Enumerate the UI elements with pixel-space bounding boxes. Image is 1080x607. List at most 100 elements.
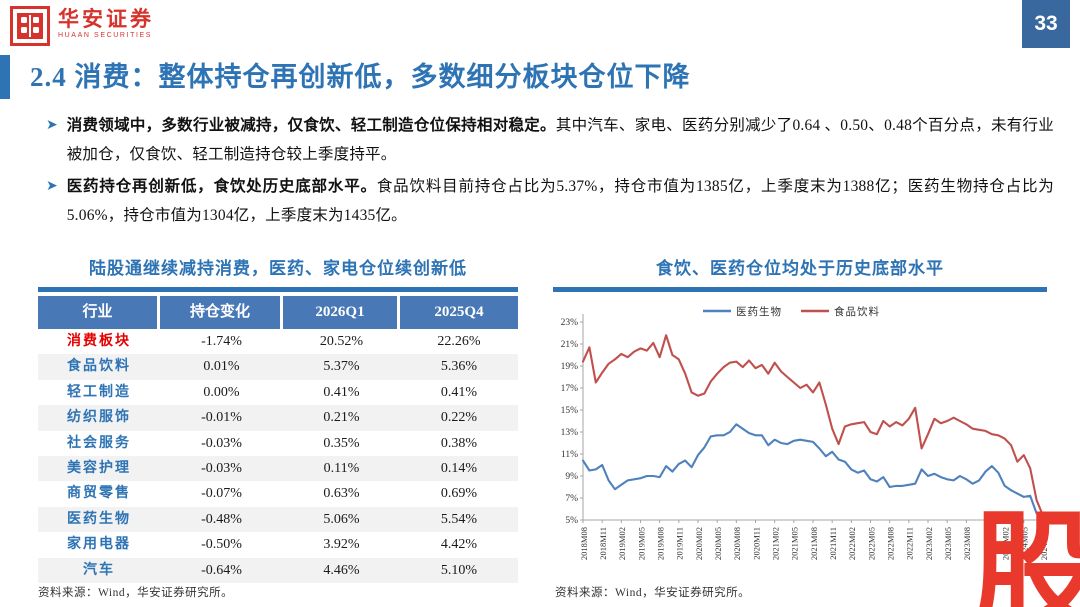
table-cell-value: 5.37%	[323, 359, 360, 375]
section-title: 2.4 消费：整体持仓再创新低，多数细分板块仓位下降	[30, 62, 691, 92]
x-tick-label: 2020M02	[694, 527, 704, 560]
table-row: 纺织服饰 -0.01% 0.21% 0.22%	[38, 405, 518, 431]
bullet-text: 医药持仓再创新低，食饮处历史底部水平。食品饮料目前持仓占比为5.37%，持仓市值…	[66, 178, 1054, 224]
table-cell-value: 0.01%	[203, 359, 240, 375]
table-cell-value: 0.41%	[323, 384, 360, 400]
chart-panel-title: 食饮、医药仓位均处于历史底部水平	[656, 259, 944, 278]
table-row: 社会服务 -0.03% 0.35% 0.38%	[38, 431, 518, 456]
table-cell-value: 0.22%	[440, 410, 478, 426]
page-number-badge: 33	[1022, 0, 1070, 48]
table-cell-industry: 食品饮料	[67, 359, 131, 375]
x-tick-label: 2023M05	[943, 527, 953, 560]
table-cell-value: 0.38%	[440, 435, 478, 451]
table-cell-value: 0.11%	[323, 460, 360, 476]
table-cell-value: 0.35%	[323, 435, 360, 451]
y-tick-label: 11%	[561, 450, 578, 460]
table-row: 家用电器 -0.50% 3.92% 4.42%	[38, 532, 518, 557]
bullet-item: ➤ 消费领域中，多数行业被减持，仅食饮、轻工制造仓位保持相对稳定。其中汽车、家电…	[46, 112, 1054, 169]
x-tick-label: 2021M11	[828, 527, 838, 560]
table-row: 食品饮料 0.01% 5.37% 5.36%	[38, 354, 518, 380]
bullet-arrow-icon: ➤	[46, 179, 58, 194]
x-tick-label: 2018M11	[598, 527, 608, 560]
x-tick-label: 2019M08	[655, 527, 665, 560]
table-header-row: 行业 持仓变化 2026Q1 2025Q4	[38, 296, 518, 329]
y-tick-label: 7%	[565, 494, 578, 504]
table-row: 商贸零售 -0.07% 0.63% 0.69%	[38, 481, 518, 506]
table-header-cell: 行业	[38, 296, 160, 329]
table-cell-value: 5.10%	[440, 562, 478, 578]
legend-label: 食品饮料	[834, 305, 880, 318]
x-tick-label: 2021M02	[770, 527, 780, 560]
table-cell-industry: 消费板块	[67, 334, 131, 349]
table-row: 汽车 -0.64% 4.46% 5.10%	[38, 557, 518, 583]
x-tick-label: 2019M02	[617, 527, 627, 560]
table-panel-title: 陆股通继续减持消费，医药、家电仓位续创新低	[89, 259, 467, 278]
table-cell-value: 3.92%	[323, 537, 360, 553]
legend-label: 医药生物	[736, 305, 782, 318]
x-tick-label: 2020M11	[751, 527, 761, 560]
y-tick-label: 5%	[565, 516, 578, 526]
table-cell-value: -0.48%	[201, 511, 242, 527]
table-cell-industry: 纺织服饰	[67, 410, 131, 426]
table-cell-value: -0.03%	[201, 460, 242, 476]
company-logo: 华安证券 HUAAN SECURITIES	[10, 6, 154, 46]
bullet-text: 消费领域中，多数行业被减持，仅食饮、轻工制造仓位保持相对稳定。其中汽车、家电、医…	[66, 117, 1055, 163]
chart-series-0	[581, 423, 1045, 518]
x-tick-label: 2018M08	[579, 527, 589, 560]
consumption-positions-chart: 5% 7% 9% 11% 13% 15% 17% 19% 21% 23% 2018M08 2018M1…	[561, 305, 1047, 560]
y-tick-label: 9%	[565, 472, 578, 482]
table-cell-value: 0.14%	[440, 460, 478, 476]
holdings-table-panel: 陆股通继续减持消费，医药、家电仓位续创新低 行业 持仓变化 2026Q1 2025Q4…	[38, 256, 518, 583]
y-tick-label: 15%	[561, 406, 579, 416]
table-cell-value: -0.50%	[201, 537, 242, 553]
table-header-cell: 持仓变化	[160, 296, 283, 329]
table-panel-rule	[38, 287, 518, 292]
position-chart-panel: 食饮、医药仓位均处于历史底部水平 5% 7% 9% 11% 13% 15% 17% 19% 21…	[553, 256, 1047, 580]
table-row: 美容护理 -0.03% 0.11% 0.14%	[38, 455, 518, 482]
x-tick-label: 2021M08	[809, 527, 819, 560]
bullet-item: ➤ 医药持仓再创新低，食饮处历史底部水平。食品饮料目前持仓占比为5.37%，持仓…	[46, 173, 1054, 230]
table-cell-value: 5.54%	[440, 511, 478, 527]
logo-text: 华安证券 HUAAN SECURITIES	[58, 6, 154, 39]
table-cell-value: 0.63%	[323, 486, 360, 502]
x-tick-label: 2023M08	[962, 527, 972, 560]
table-header-cell: 2025Q4	[400, 296, 518, 329]
table-cell-industry: 美容护理	[67, 460, 131, 476]
table-cell-value: -0.03%	[201, 435, 242, 451]
table-row: 轻工制造 0.00% 0.41% 0.41%	[38, 380, 518, 405]
table-cell-value: 5.06%	[323, 511, 360, 527]
table-source-note: 资料来源：Wind，华安证券研究所。	[38, 587, 234, 599]
table-cell-value: 20.52%	[319, 334, 364, 349]
chart-series-1	[581, 334, 1045, 517]
table-cell-value: 22.26%	[437, 334, 481, 349]
summary-bullets: ➤ 消费领域中，多数行业被减持，仅食饮、轻工制造仓位保持相对稳定。其中汽车、家电…	[46, 112, 1054, 234]
table-cell-industry: 家用电器	[67, 537, 131, 553]
table-cell-value: 0.69%	[440, 486, 478, 502]
table-cell-value: 0.41%	[440, 384, 478, 400]
y-tick-label: 23%	[561, 318, 579, 328]
table-cell-industry: 商贸零售	[67, 486, 131, 502]
x-tick-label: 2023M11	[981, 527, 991, 560]
x-tick-label: 2024M02	[1000, 527, 1010, 560]
y-tick-label: 19%	[561, 362, 579, 372]
x-tick-label: 2019M05	[636, 527, 646, 560]
chart-source-note: 资料来源：Wind，华安证券研究所。	[555, 587, 751, 599]
y-tick-label: 17%	[561, 384, 579, 394]
table-cell-value: 5.36%	[440, 359, 478, 375]
x-tick-label: 2024M05	[1020, 527, 1030, 560]
title-accent-bar	[0, 55, 10, 99]
stock-watermark: 股	[971, 501, 1080, 607]
table-cell-industry: 医药生物	[67, 511, 131, 527]
x-tick-label: 2020M08	[732, 527, 742, 560]
table-cell-value: -1.74%	[201, 334, 242, 349]
table-cell-industry: 轻工制造	[67, 384, 131, 400]
table-row: 消费板块 -1.74% 20.52% 22.26%	[38, 329, 518, 354]
table-cell-value: 0.21%	[323, 410, 360, 426]
table-cell-value: -0.07%	[201, 486, 242, 502]
logo-name-en: HUAAN SECURITIES	[58, 32, 153, 39]
x-tick-label: 2022M02	[847, 527, 857, 560]
table-header-cell: 2026Q1	[283, 296, 400, 329]
table-body: 消费板块 -1.74% 20.52% 22.26% 食品饮料 0.01% 5.37% 5.36…	[38, 329, 518, 583]
x-tick-label: 2024M08	[1039, 527, 1047, 560]
